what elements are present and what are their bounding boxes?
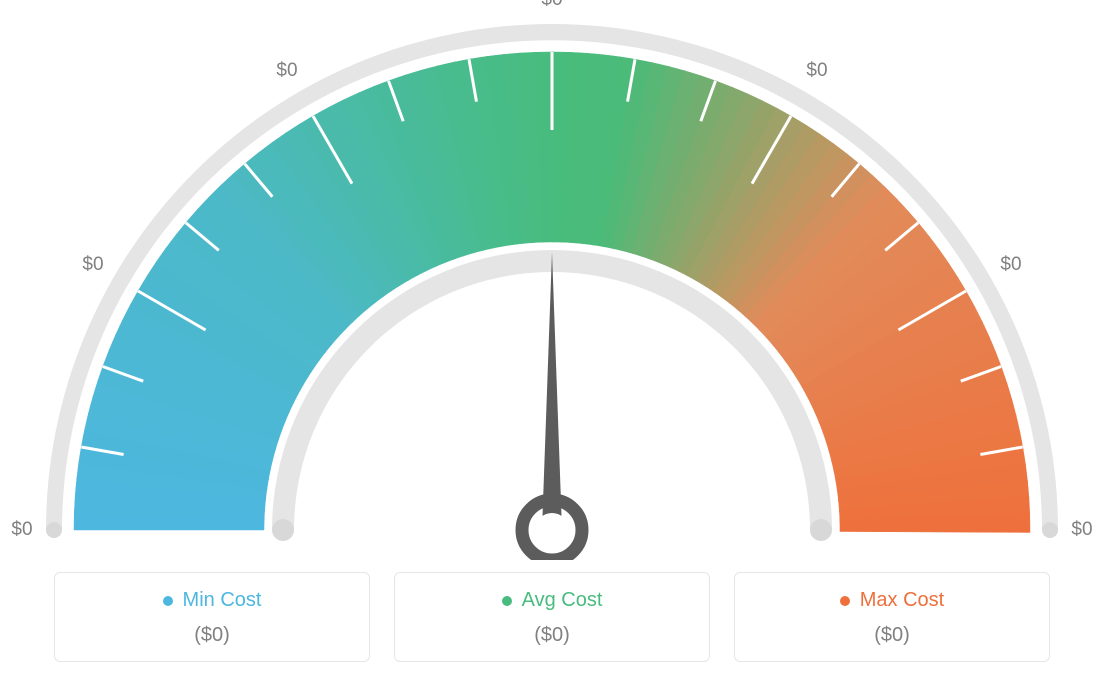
gauge-tick-label: $0	[806, 60, 827, 82]
legend-card-max: Max Cost ($0)	[734, 572, 1050, 662]
legend-label-max: Max Cost	[860, 589, 944, 612]
legend-label-min: Min Cost	[183, 589, 262, 612]
gauge-tick-label: $0	[1000, 254, 1021, 276]
legend-card-avg: Avg Cost ($0)	[394, 572, 710, 662]
gauge-svg	[0, 0, 1104, 560]
legend-dot-avg	[502, 596, 512, 606]
gauge-tick-label: $0	[11, 519, 32, 541]
gauge-chart: $0 $0 $0 $0 $0 $0 $0	[0, 0, 1104, 555]
legend-value-avg: ($0)	[395, 624, 709, 647]
legend-dot-max	[840, 596, 850, 606]
legend-value-min: ($0)	[55, 624, 369, 647]
legend-row: Min Cost ($0) Avg Cost ($0) Max Cost ($0…	[0, 572, 1104, 662]
legend-card-min: Min Cost ($0)	[54, 572, 370, 662]
legend-value-max: ($0)	[735, 624, 1049, 647]
legend-dot-min	[163, 596, 173, 606]
gauge-tick-label: $0	[541, 0, 562, 11]
legend-label-avg: Avg Cost	[522, 589, 603, 612]
gauge-tick-label: $0	[276, 60, 297, 82]
gauge-tick-label: $0	[1071, 519, 1092, 541]
gauge-tick-label: $0	[82, 254, 103, 276]
